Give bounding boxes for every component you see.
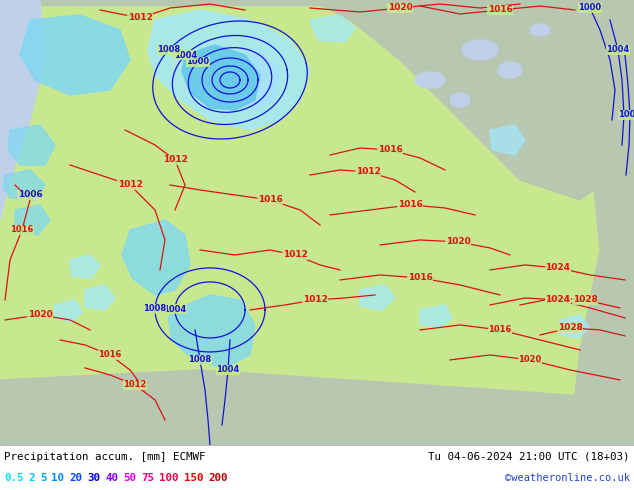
Polygon shape [70,255,100,278]
Text: 1024: 1024 [545,295,571,304]
Text: 1016: 1016 [98,350,122,360]
Polygon shape [8,125,55,165]
Text: 150: 150 [184,473,204,483]
Text: 1008: 1008 [618,110,634,120]
Text: 1012: 1012 [127,14,152,23]
Text: 40: 40 [105,473,119,483]
Text: 1004: 1004 [606,46,630,54]
Text: 1000: 1000 [578,3,602,13]
Text: 1020: 1020 [28,311,53,319]
Polygon shape [20,15,130,95]
Text: 1020: 1020 [519,355,541,365]
Polygon shape [490,125,525,155]
Text: 1000: 1000 [186,57,209,67]
Text: 1016: 1016 [488,5,512,15]
Text: 1012: 1012 [356,168,380,176]
Polygon shape [3,170,45,200]
Text: 20: 20 [70,473,82,483]
Polygon shape [310,15,355,42]
Polygon shape [420,305,452,328]
Text: 75: 75 [141,473,155,483]
Polygon shape [462,40,498,60]
Text: 1016: 1016 [408,273,432,282]
Text: 1012: 1012 [123,380,146,390]
Text: 1016: 1016 [378,146,403,154]
Polygon shape [450,93,470,107]
Polygon shape [0,0,45,220]
Text: ©weatheronline.co.uk: ©weatheronline.co.uk [505,473,630,483]
Polygon shape [560,315,590,338]
Polygon shape [530,24,550,36]
Text: 1012: 1012 [162,155,188,165]
Polygon shape [310,0,634,200]
Text: 1008: 1008 [157,45,181,54]
Text: 1016: 1016 [488,325,512,335]
Text: 10: 10 [51,473,65,483]
Polygon shape [122,220,190,295]
Polygon shape [0,0,30,200]
Text: 1020: 1020 [446,238,470,246]
Polygon shape [225,50,280,110]
Polygon shape [168,295,255,368]
Text: 1004: 1004 [174,51,197,60]
Text: 200: 200 [209,473,228,483]
Text: 1012: 1012 [302,295,327,304]
Text: 1020: 1020 [387,3,412,13]
Polygon shape [55,300,82,322]
Text: 1016: 1016 [10,225,34,234]
Polygon shape [360,285,395,310]
Polygon shape [85,285,115,310]
Polygon shape [570,0,634,445]
Text: 1012: 1012 [117,180,143,190]
Text: 1024: 1024 [545,264,571,272]
Polygon shape [498,62,522,78]
Text: 1028: 1028 [557,323,583,332]
Polygon shape [15,205,50,235]
Text: 30: 30 [87,473,101,483]
Text: 1004: 1004 [216,366,240,374]
Text: 5: 5 [40,473,46,483]
Text: 1008: 1008 [143,304,167,313]
Text: 1016: 1016 [257,196,282,204]
Text: 1028: 1028 [573,295,597,304]
Text: 2: 2 [29,473,35,483]
Text: 1006: 1006 [18,191,42,199]
Polygon shape [415,72,445,88]
Text: 1004: 1004 [164,305,186,314]
Polygon shape [148,10,310,130]
Text: 1012: 1012 [283,250,307,259]
Polygon shape [182,45,260,110]
Text: 1008: 1008 [188,355,212,365]
Text: 0.5: 0.5 [4,473,23,483]
Text: Tu 04-06-2024 21:00 UTC (18+03): Tu 04-06-2024 21:00 UTC (18+03) [429,452,630,462]
Text: 50: 50 [124,473,136,483]
Text: 100: 100 [160,473,179,483]
Text: Precipitation accum. [mm] ECMWF: Precipitation accum. [mm] ECMWF [4,452,205,462]
Text: 1016: 1016 [398,200,422,209]
Polygon shape [0,370,634,445]
